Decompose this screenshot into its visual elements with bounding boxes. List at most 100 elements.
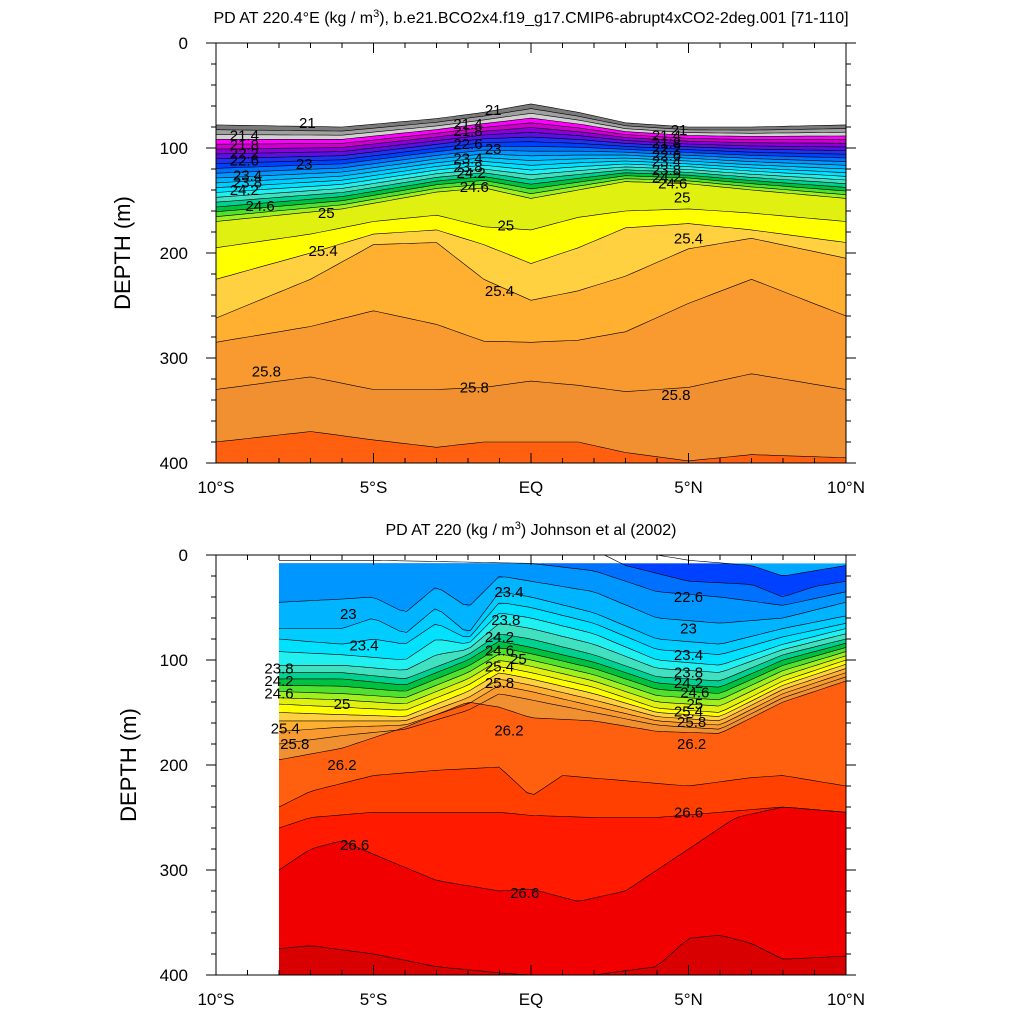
obs-y-axis-label: DEPTH (m): [116, 708, 141, 822]
isopycnal-23.4: [216, 160, 846, 188]
contour-label: 23: [296, 156, 313, 173]
contour-label: 25: [686, 696, 703, 713]
contour-label: 25.8: [280, 736, 309, 753]
x-tick-label: 10°N: [827, 478, 865, 497]
isopycnal-25.6: [278, 672, 846, 732]
contour-label: 25: [674, 189, 691, 206]
contour-label: 26.2: [327, 757, 356, 774]
density-band-26.8: [279, 935, 846, 975]
x-tick-label: 5°N: [674, 478, 703, 497]
contour-label: 23.4: [233, 167, 262, 184]
contour-label: 23.8: [652, 162, 681, 179]
y-tick-label: 100: [160, 139, 188, 158]
isopycnal-25.2: [216, 223, 846, 280]
x-tick-label: EQ: [519, 990, 544, 1009]
isopycnal-24.0: [279, 633, 846, 682]
contour-label: 21.8: [453, 123, 482, 140]
y-tick-label: 0: [179, 34, 188, 53]
contour-label: 25.4: [674, 230, 703, 247]
model-axis-ticks: 10°S 5°S EQ 5°N 10°N 0 100 200 300 400: [160, 34, 865, 497]
isopycnal-23.6: [216, 163, 846, 193]
y-tick-label: 100: [160, 651, 188, 670]
isopycnal-26.0: [278, 680, 846, 761]
contour-label: 24.2: [674, 675, 703, 692]
x-tick-label: 10°S: [197, 478, 234, 497]
obs-panel-title: PD AT 220 (kg / m3) Johnson et al (2002): [385, 520, 676, 539]
isopycnal-21.8: [216, 127, 846, 150]
model-panel-title: PD AT 220.4°E (kg / m3), b.e21.BCO2x4.f1…: [213, 8, 848, 27]
contour-label: 23: [680, 621, 697, 638]
y-tick-label: 300: [160, 349, 188, 368]
contour-label: 23.8: [233, 175, 262, 192]
isopycnal-24.6: [216, 178, 846, 217]
y-tick-label: 400: [160, 454, 188, 473]
contour-label: 25: [318, 205, 335, 222]
isopycnal-22.0: [216, 131, 846, 155]
contour-label: 25.8: [460, 379, 489, 396]
y-tick-label: 300: [160, 861, 188, 880]
contour-label: 23.8: [674, 665, 703, 682]
contour-label: 23.4: [349, 637, 378, 654]
contour-label: 24.2: [230, 182, 259, 199]
contour-label: 21.8: [652, 135, 681, 152]
contour-label: 24.6: [658, 176, 687, 193]
contour-label: 21.8: [230, 137, 259, 154]
contour-label: 25: [510, 651, 527, 668]
x-tick-label: 10°N: [827, 990, 865, 1009]
model-y-axis-label: DEPTH (m): [110, 196, 135, 310]
contour-label: 22.2: [230, 145, 259, 162]
contour-label: 23: [340, 606, 357, 623]
isopycnal-26.2: [278, 766, 846, 808]
isopycnal-23.4: [278, 602, 846, 655]
obs-contour-lines: [278, 555, 846, 975]
contour-label: 25.4: [308, 243, 337, 260]
contour-label: 21: [671, 122, 688, 139]
contour-label: 21: [299, 115, 316, 132]
contour-label: 26.2: [677, 736, 706, 753]
density-band-25.8: [216, 373, 846, 463]
isopycnal-23.0: [216, 153, 846, 179]
contour-label: 23.8: [453, 159, 482, 176]
isopycnal-24.2: [216, 172, 846, 208]
isopycnal-25.2: [278, 663, 846, 717]
contour-label: 25.4: [271, 720, 300, 737]
contour-label: 25.4: [674, 703, 703, 720]
contour-label: 23: [485, 141, 502, 158]
x-tick-label: 5°S: [360, 990, 388, 1009]
contour-label: 24.6: [245, 198, 274, 215]
isopycnal-25.0: [216, 208, 846, 249]
isopycnal-21.0: [216, 108, 846, 132]
obs-color-fills: [279, 563, 846, 975]
isopycnal-22.8: [216, 149, 846, 174]
contour-label: 23.8: [264, 660, 293, 677]
contour-label: 25: [497, 218, 514, 235]
isopycnal-22.6: [216, 146, 846, 169]
contour-label: 23.4: [494, 584, 523, 601]
contour-label: 23.8: [491, 612, 520, 629]
isopycnal-22.2: [216, 136, 846, 159]
isopycnal-23.6: [278, 613, 846, 666]
x-tick-label: 5°N: [674, 990, 703, 1009]
contour-label: 25.4: [485, 283, 514, 300]
isopycnal-24.4: [278, 647, 846, 694]
isopycnal-25.4: [279, 668, 846, 722]
isopycnal-21.2: [216, 112, 846, 136]
isopycnal-24.8: [278, 655, 846, 707]
obs-density-panel: PD AT 220 (kg / m3) Johnson et al (2002)…: [116, 520, 865, 1009]
model-color-fills: [216, 43, 846, 463]
isopycnal-22.4: [216, 141, 846, 164]
isopycnal-26.6: [278, 806, 846, 902]
contour-label: 22.6: [652, 147, 681, 164]
contour-label: 24.2: [485, 629, 514, 646]
isopycnal-25.6: [216, 278, 846, 343]
contour-label: 24.6: [485, 643, 514, 660]
contour-label: 23.4: [652, 154, 681, 171]
contour-label: 22.2: [652, 141, 681, 158]
obs-axis-ticks: 10°S 5°S EQ 5°N 10°N 0 100 200 300 400: [160, 546, 865, 1009]
contour-label: 21.4: [453, 116, 482, 133]
contour-label: 26.6: [340, 837, 369, 854]
contour-label: 21.4: [652, 127, 681, 144]
